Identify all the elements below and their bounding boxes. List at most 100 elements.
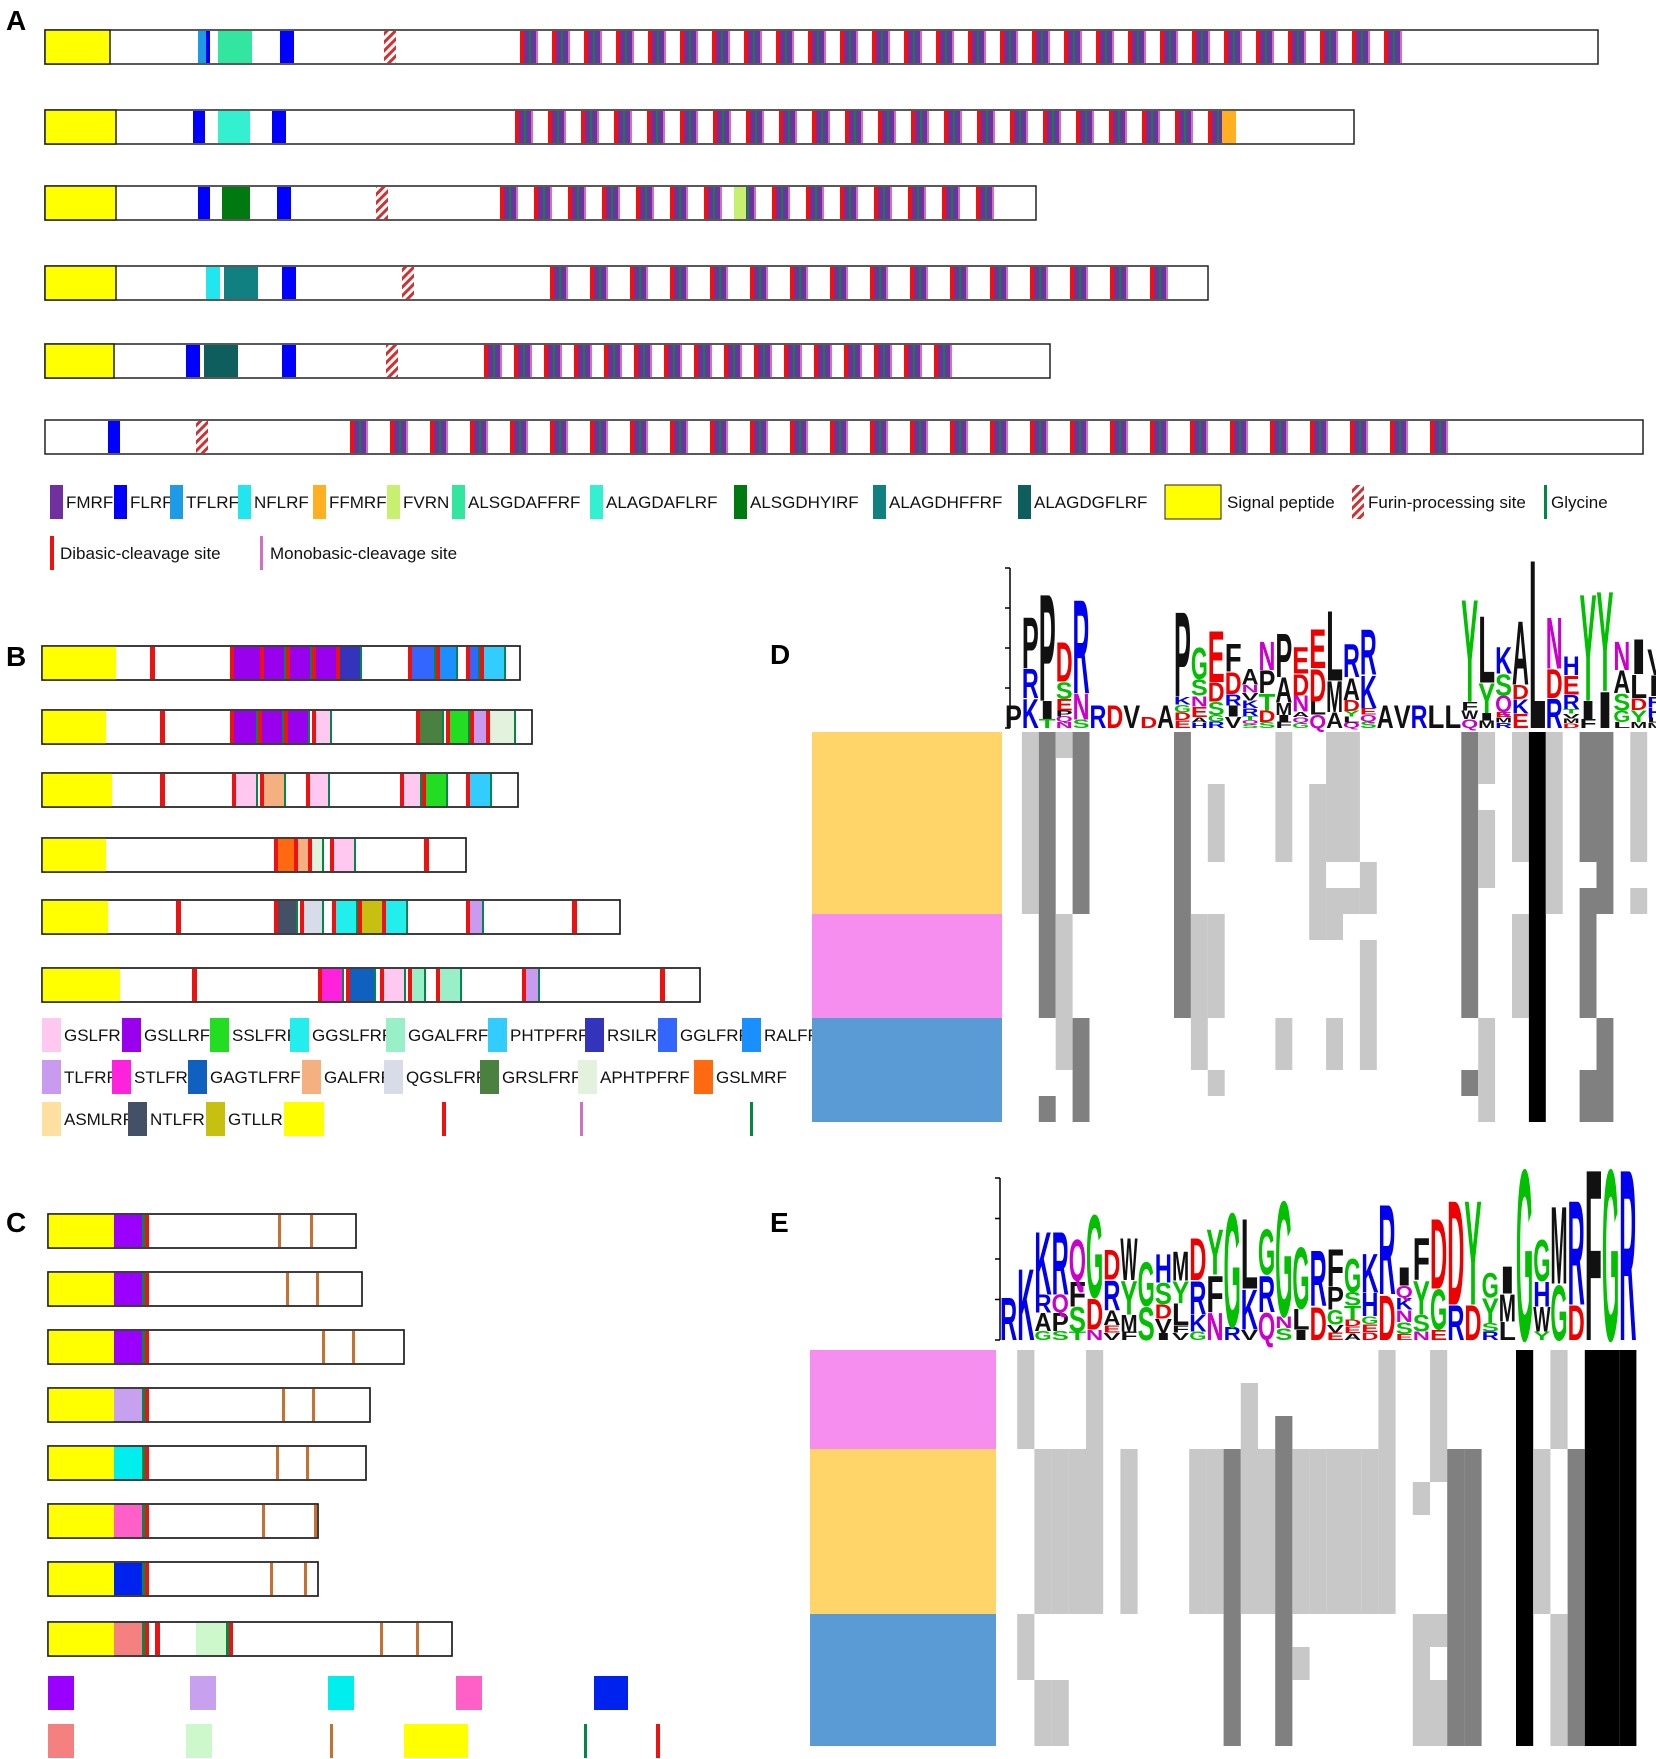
- precursor-bar: [44, 109, 1355, 145]
- conserved-cell: [1326, 810, 1343, 836]
- monobasic-site: [824, 31, 826, 63]
- conserved-cell: [1343, 836, 1360, 862]
- conserved-cell: [1528, 992, 1546, 1018]
- dibasic-site: [380, 969, 384, 1001]
- logo-letter: H: [1191, 721, 1208, 730]
- signal-peptide-border: [44, 343, 115, 379]
- monobasic-site: [564, 111, 566, 143]
- glycine: [879, 267, 881, 299]
- legend-swatch-dibasic: [442, 1102, 446, 1136]
- glycine: [887, 111, 889, 143]
- conserved-cell: [1206, 1449, 1224, 1482]
- glycine: [1085, 111, 1087, 143]
- furin-site: [386, 345, 398, 377]
- logo-letter: R: [1000, 1285, 1017, 1353]
- glycine: [142, 1215, 145, 1247]
- logo-letter: S: [1056, 678, 1073, 705]
- legend-swatch-flrf: [114, 485, 127, 519]
- logo-letter: V: [1647, 642, 1656, 684]
- peptide-stlfrf: [322, 969, 344, 1001]
- conserved-cell: [1051, 1449, 1069, 1482]
- glycine: [917, 187, 919, 219]
- conserved-cell: [1545, 732, 1563, 758]
- dibasic-site: [1270, 421, 1274, 453]
- glycine: [529, 31, 531, 63]
- panel-b-lfrf-precursors: B GSLFRF GSLLRF SSLFRF GGSLFRF GGALFRF PHTPFR…: [6, 641, 831, 1136]
- logo-letter: Q: [1461, 717, 1478, 731]
- conserved-cell: [1584, 1350, 1602, 1383]
- conserved-cell: [1478, 732, 1496, 758]
- signal-peptide: [45, 110, 116, 144]
- conserved-cell: [1464, 1482, 1482, 1515]
- glycine: [1159, 421, 1161, 453]
- dibasic-site: [840, 187, 844, 219]
- dibasic-site: [484, 345, 488, 377]
- dibasic-site: [694, 345, 698, 377]
- panel-c-luqin-precursors: C: [6, 1207, 660, 1758]
- glycine: [781, 187, 783, 219]
- monobasic-site: [984, 31, 986, 63]
- peptide-gslfrf: [384, 969, 406, 1001]
- conserved-cell: [1309, 888, 1327, 914]
- monobasic-site: [1366, 421, 1368, 453]
- legend-swatch-aphtpfrf: [578, 1060, 597, 1094]
- signal-peptide: [48, 1504, 114, 1538]
- logo-letter: P: [1327, 1281, 1344, 1317]
- glycine: [1137, 31, 1139, 63]
- glycine: [679, 421, 681, 453]
- peptide-ggalfrf: [440, 969, 462, 1001]
- precursor-bar: [41, 899, 621, 935]
- cysteine: [270, 1563, 273, 1595]
- dibasic-site: [660, 969, 665, 1001]
- conserved-cell: [1206, 1548, 1224, 1581]
- conserved-cell: [1292, 1548, 1310, 1581]
- dibasic-site: [1109, 111, 1113, 143]
- logo-letter: F: [1413, 1226, 1430, 1293]
- peptide-ffmrf: [1222, 111, 1236, 143]
- dibasic-site: [630, 421, 634, 453]
- peptide-tlfrf: [470, 901, 484, 933]
- monobasic-site: [526, 421, 528, 453]
- conserved-cell: [1034, 1680, 1052, 1713]
- conserved-cell: [1359, 940, 1377, 966]
- dibasic-site: [145, 1273, 149, 1305]
- glycine: [913, 345, 915, 377]
- dibasic-site: [602, 187, 606, 219]
- dibasic-site: [784, 345, 788, 377]
- conserved-cell: [1528, 784, 1546, 810]
- conserved-cell: [1021, 862, 1039, 888]
- glycine: [1119, 421, 1121, 453]
- conserved-cell: [1240, 1383, 1258, 1416]
- conserved-cell: [1602, 1515, 1620, 1548]
- logo-letter: Q: [1343, 721, 1360, 730]
- logo-letter: M: [1550, 1184, 1567, 1307]
- conserved-cell: [1309, 1548, 1327, 1581]
- dibasic-site: [1352, 31, 1356, 63]
- conserved-cell: [1275, 1713, 1293, 1746]
- dibasic-site: [779, 111, 783, 143]
- dibasic-site: [1190, 421, 1194, 453]
- glycine: [1169, 31, 1171, 63]
- conserved-cell: [1528, 836, 1546, 862]
- glycine: [747, 187, 749, 219]
- glycine: [1359, 421, 1361, 453]
- dibasic-site: [260, 647, 264, 679]
- conserved-cell: [1120, 1515, 1138, 1548]
- logo-letter: F: [1275, 720, 1292, 730]
- conserved-cell: [1021, 732, 1039, 758]
- dibasic-site: [1030, 421, 1034, 453]
- conserved-cell: [1378, 1515, 1396, 1548]
- conserved-cell: [1275, 1482, 1293, 1515]
- dibasic-site: [300, 901, 304, 933]
- peptide-gsllrf: [290, 647, 312, 679]
- logo-letter: D: [1106, 698, 1123, 734]
- logo-letter: A: [1275, 672, 1292, 711]
- legend-label: GGLFRF: [680, 1026, 749, 1045]
- dibasic-site: [286, 647, 290, 679]
- logo-letter: S: [1259, 721, 1276, 730]
- monobasic-site: [1336, 31, 1338, 63]
- legend-swatch-alsgdhyirf: [734, 485, 747, 519]
- signal-peptide: [48, 1214, 114, 1248]
- logo-letter: Y: [1580, 564, 1597, 735]
- conserved-cell: [1579, 732, 1597, 758]
